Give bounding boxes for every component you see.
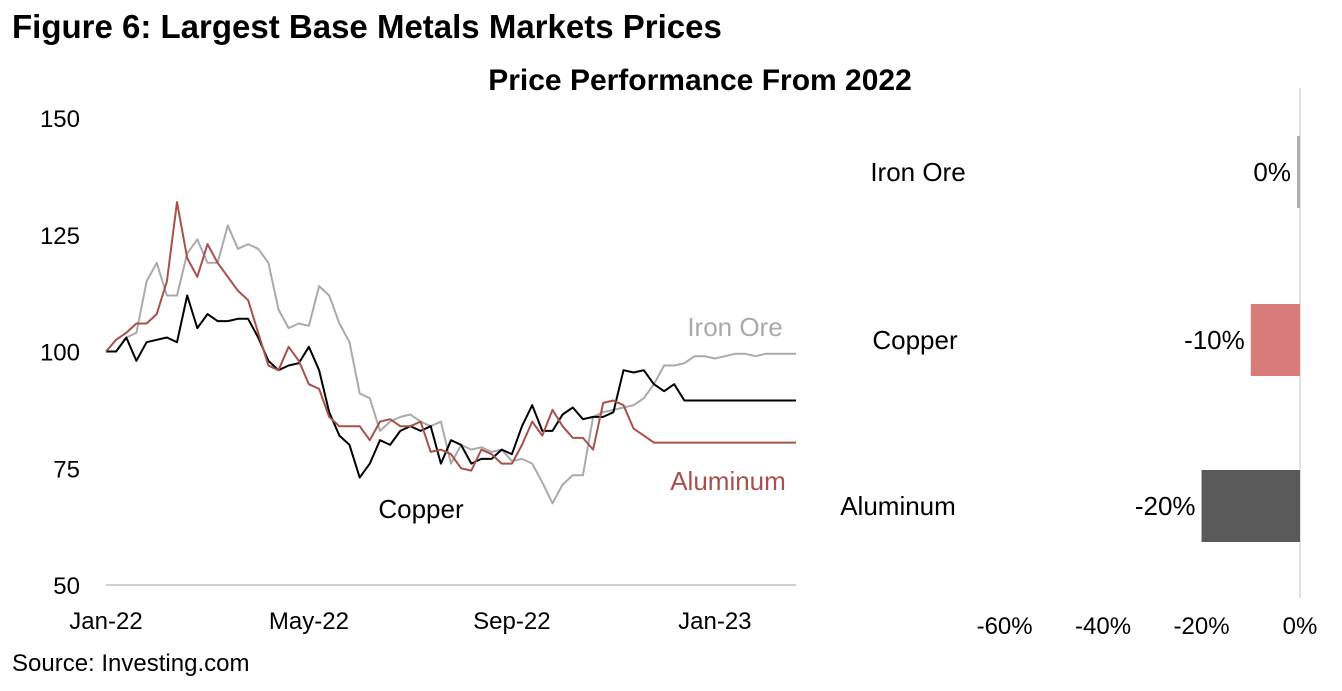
bar-x-tick-label: -20%: [1174, 613, 1230, 640]
bar-value-label: -20%: [1135, 491, 1196, 521]
bar-category-label: Iron Ore: [870, 157, 965, 187]
series-label-iron-ore: Iron Ore: [687, 312, 782, 342]
y-tick-label: 50: [53, 573, 80, 600]
bar-aluminum: [1201, 470, 1300, 542]
bar-x-tick-label: -60%: [977, 613, 1033, 640]
bar-value-label: -10%: [1184, 325, 1245, 355]
y-tick-label: 150: [40, 106, 80, 133]
y-tick-label: 100: [40, 340, 80, 367]
bar-category-label: Aluminum: [840, 491, 956, 521]
x-tick-label: May-22: [269, 608, 349, 635]
bar-category-label: Copper: [872, 325, 958, 355]
bar-value-label: 0%: [1253, 157, 1291, 187]
x-tick-label: Jan-22: [69, 608, 142, 635]
bar-x-tick-label: -40%: [1075, 613, 1131, 640]
series-line-copper: [106, 294, 796, 479]
y-tick-label: 75: [53, 456, 80, 483]
series-label-copper: Copper: [378, 494, 464, 524]
x-tick-label: Sep-22: [473, 608, 550, 635]
series-line-aluminum: [105, 201, 796, 472]
y-tick-label: 125: [40, 223, 80, 250]
figure-title: Figure 6: Largest Base Metals Markets Pr…: [12, 8, 722, 45]
x-tick-label: Jan-23: [678, 608, 751, 635]
bar-x-tick-label: 0%: [1283, 613, 1318, 640]
series-line-iron-ore: [106, 224, 796, 505]
chart-title: Price Performance From 2022: [488, 64, 912, 97]
bar-iron-ore: [1297, 136, 1300, 208]
bar-copper: [1250, 304, 1300, 376]
series-label-aluminum: Aluminum: [670, 466, 786, 496]
source-note: Source: Investing.com: [12, 650, 250, 677]
